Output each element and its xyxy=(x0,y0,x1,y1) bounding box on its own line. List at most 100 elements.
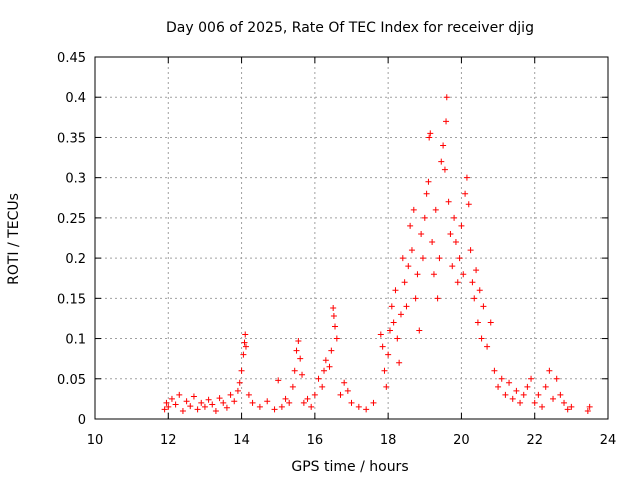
data-point xyxy=(425,178,432,185)
data-point xyxy=(416,327,423,334)
data-point xyxy=(403,303,410,310)
data-point xyxy=(410,206,417,213)
data-point xyxy=(348,399,355,406)
y-tick-label: 0 xyxy=(78,413,86,428)
data-point xyxy=(187,403,194,410)
data-point xyxy=(385,351,392,358)
data-point xyxy=(452,239,459,246)
data-point xyxy=(198,399,205,406)
data-point xyxy=(297,355,304,362)
x-tick-label: 12 xyxy=(160,433,177,448)
data-point xyxy=(498,375,505,382)
data-point xyxy=(586,403,593,410)
data-point xyxy=(289,383,296,390)
y-tick-label: 0.1 xyxy=(65,333,86,348)
data-point xyxy=(480,303,487,310)
data-point xyxy=(241,339,248,346)
data-point xyxy=(430,271,437,278)
data-point xyxy=(440,142,447,149)
data-point xyxy=(291,367,298,374)
data-point xyxy=(474,319,481,326)
data-point xyxy=(163,399,170,406)
data-point xyxy=(315,375,322,382)
data-point xyxy=(256,403,263,410)
data-point xyxy=(535,391,542,398)
data-point xyxy=(443,94,450,101)
data-point xyxy=(183,398,190,405)
data-point xyxy=(460,271,467,278)
data-point xyxy=(242,331,249,338)
data-point xyxy=(473,267,480,274)
data-point xyxy=(161,406,168,413)
data-point xyxy=(495,383,502,390)
grid xyxy=(95,57,608,419)
data-point xyxy=(220,399,227,406)
data-point xyxy=(299,371,306,378)
y-tick-label: 0.05 xyxy=(57,373,86,388)
data-point xyxy=(539,403,546,410)
x-tick-label: 24 xyxy=(600,433,617,448)
data-point xyxy=(240,351,247,358)
data-point xyxy=(275,377,282,384)
data-point xyxy=(506,379,513,386)
data-point xyxy=(396,359,403,366)
data-point xyxy=(423,190,430,197)
data-point xyxy=(388,303,395,310)
plot-frame xyxy=(94,56,609,420)
data-point xyxy=(394,335,401,342)
data-point xyxy=(451,214,458,221)
data-points xyxy=(161,94,593,414)
data-point xyxy=(443,118,450,125)
data-point xyxy=(550,395,557,402)
data-point xyxy=(484,343,491,350)
y-tick-label: 0.45 xyxy=(57,51,86,66)
data-point xyxy=(205,396,212,403)
data-point xyxy=(520,391,527,398)
data-point xyxy=(513,387,520,394)
data-point xyxy=(330,304,337,311)
data-point xyxy=(421,214,428,221)
data-point xyxy=(401,279,408,286)
data-point xyxy=(561,399,568,406)
data-point xyxy=(328,347,335,354)
data-point xyxy=(491,367,498,374)
data-point xyxy=(407,222,414,229)
data-point xyxy=(236,379,243,386)
data-point xyxy=(568,403,575,410)
data-point xyxy=(432,206,439,213)
data-point xyxy=(408,247,415,254)
data-point xyxy=(201,403,208,410)
data-point xyxy=(190,393,197,400)
data-point xyxy=(381,367,388,374)
y-tick-label: 0.2 xyxy=(65,252,86,267)
data-point xyxy=(476,287,483,294)
y-tick-label: 0.3 xyxy=(65,172,86,187)
data-point xyxy=(383,383,390,390)
x-tick-label: 10 xyxy=(87,433,104,448)
data-point xyxy=(471,295,478,302)
y-tick-label: 0.15 xyxy=(57,292,86,307)
data-point xyxy=(542,383,549,390)
data-point xyxy=(436,255,443,262)
data-point xyxy=(377,331,384,338)
data-point xyxy=(462,190,469,197)
data-point xyxy=(441,166,448,173)
data-point xyxy=(412,295,419,302)
data-point xyxy=(216,395,223,402)
data-point xyxy=(517,399,524,406)
data-point xyxy=(419,255,426,262)
data-point xyxy=(524,383,531,390)
data-point xyxy=(286,399,293,406)
data-point xyxy=(445,198,452,205)
data-point xyxy=(304,395,311,402)
tick-labels: 10 12 14 16 18 20 22 24 0 0.05 0.1 0.15 0.2 0.25 0.3 0.… xyxy=(57,51,616,448)
data-point xyxy=(278,403,285,410)
data-point xyxy=(557,391,564,398)
y-axis-title: ROTI / TECUs xyxy=(6,193,22,285)
x-tick-label: 18 xyxy=(380,433,397,448)
data-point xyxy=(390,319,397,326)
data-point xyxy=(227,391,234,398)
data-point xyxy=(528,375,535,382)
data-point xyxy=(322,357,329,364)
data-point xyxy=(212,407,219,414)
